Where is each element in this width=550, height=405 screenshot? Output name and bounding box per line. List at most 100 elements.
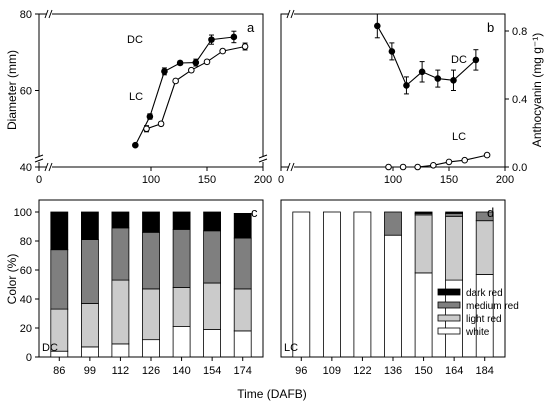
y-axis-break-mark xyxy=(258,158,268,163)
y-tick-label: 0 xyxy=(26,352,32,364)
bar-segment-medium-red xyxy=(475,211,494,222)
bar-segment-light-red xyxy=(172,286,191,327)
data-point-lc xyxy=(430,162,437,169)
data-point-dc xyxy=(176,59,184,67)
data-point-lc xyxy=(483,151,491,159)
y-axis-break-mark xyxy=(34,158,44,163)
x-tick-label: 112 xyxy=(112,365,130,377)
x-tick-label: 109 xyxy=(323,365,341,377)
top-axis-break-mark xyxy=(290,9,295,19)
data-point-lc xyxy=(241,43,249,50)
data-point-lc xyxy=(414,163,421,171)
data-point-lc xyxy=(172,77,179,85)
y-tick-label: 0.8 xyxy=(512,26,527,38)
data-point-lc xyxy=(143,125,150,133)
x-tick-label: 174 xyxy=(234,365,252,377)
x-axis-break-mark xyxy=(48,162,53,172)
data-point-dc xyxy=(230,33,238,41)
panel-c-group-label: DC xyxy=(42,342,58,354)
bar-segment-white xyxy=(142,339,160,358)
data-point-lc xyxy=(399,163,407,171)
bar-segment-medium-red xyxy=(445,212,464,217)
y-axis-break-mark xyxy=(34,154,44,159)
panel-a-plot: 0 100 150 200 40 60 80 DC LC xyxy=(20,9,272,186)
data-point-dc xyxy=(374,22,381,30)
panel-c-letter: c xyxy=(251,205,258,220)
x-axis-break-mark xyxy=(290,162,295,172)
y-axis-break-mark xyxy=(258,154,268,159)
data-point-lc xyxy=(157,120,165,128)
panel-b-y-axis-label: Anthocyanin (mg g⁻¹) xyxy=(530,33,544,147)
x-axis-label: Time (DAFB) xyxy=(237,387,307,401)
y-tick-label: 40 xyxy=(20,294,32,306)
bar-segment-white xyxy=(414,272,433,358)
y-axis-break-gap xyxy=(37,157,41,162)
y-tick-label: 80 xyxy=(20,236,32,248)
panel-c: 0 20 40 60 80 100 86 99 112 126 140 154 174 c DC Col… xyxy=(5,199,264,377)
data-point-dc xyxy=(403,82,410,89)
data-point-dc xyxy=(388,48,396,55)
data-point-dc xyxy=(434,75,442,82)
bar-segment-dark-red xyxy=(142,211,160,233)
x-tick-label: 100 xyxy=(142,174,160,186)
x-axis-break-gap xyxy=(289,165,294,169)
bar-segment-dark-red xyxy=(111,211,130,229)
legend-swatch-white xyxy=(437,327,461,335)
panel-b-letter: b xyxy=(487,20,494,35)
x-axis-break-gap xyxy=(47,165,52,169)
x-axis-break-mark xyxy=(44,162,49,172)
bar-segment-white xyxy=(292,211,311,358)
series-label-lc: LC xyxy=(452,131,466,143)
legend-swatch-light-red xyxy=(437,314,461,322)
bar-segment-dark-red xyxy=(414,211,433,214)
series-label-lc: LC xyxy=(129,91,143,103)
data-point-dc xyxy=(132,141,139,149)
x-tick-label: 150 xyxy=(440,174,458,186)
x-tick-label: 200 xyxy=(254,174,272,186)
panel-c-y-axis-label: Color (%) xyxy=(5,254,19,305)
y-tick-label: 20 xyxy=(20,323,32,335)
legend-label-medium-red: medium red xyxy=(466,301,519,312)
bar-segment-medium-red xyxy=(233,237,252,290)
panel-d-plot: 96 109 122 136 150 164 184 xyxy=(292,211,494,377)
bar-segment-medium-red xyxy=(81,239,99,304)
x-tick-label: 136 xyxy=(384,365,402,377)
series-label-dc: DC xyxy=(451,54,467,66)
legend-swatch-dark-red xyxy=(437,288,461,296)
legend-label-light-red: light red xyxy=(466,314,502,325)
bar-segment-medium-red xyxy=(50,249,69,310)
bar-segment-white xyxy=(384,234,402,358)
y-tick-label: 40 xyxy=(20,162,32,174)
data-point-dc xyxy=(146,113,154,120)
bar-segment-light-red xyxy=(142,288,160,341)
panel-a-letter: a xyxy=(247,20,255,35)
x-tick-label: 140 xyxy=(172,365,190,377)
bar-segment-dark-red xyxy=(203,211,222,232)
bar-segment-white xyxy=(111,343,130,358)
legend: dark red medium red light red white xyxy=(437,288,519,338)
data-point-lc xyxy=(461,156,468,164)
y-tick-label: 60 xyxy=(20,86,32,98)
x-axis-break-mark xyxy=(286,162,291,172)
x-tick-label: 154 xyxy=(203,365,221,377)
bar-segment-dark-red xyxy=(50,211,69,251)
panel-a-frame xyxy=(38,13,264,168)
bar-segment-light-red xyxy=(81,302,99,348)
bar-segment-light-red xyxy=(414,214,433,274)
bar-segment-dark-red xyxy=(445,211,464,214)
y-tick-label: 80 xyxy=(20,9,32,21)
x-tick-label: 150 xyxy=(198,174,216,186)
bar-segment-medium-red xyxy=(142,231,160,290)
data-point-dc xyxy=(450,77,457,84)
x-tick-label: 99 xyxy=(84,365,96,377)
x-tick-label: 126 xyxy=(142,365,160,377)
data-point-dc xyxy=(161,68,168,75)
panel-a-y-axis-label: Diameter (mm) xyxy=(5,50,19,130)
data-point-dc xyxy=(418,68,426,76)
x-tick-label: 0 xyxy=(278,174,284,186)
legend-label-white: white xyxy=(465,327,490,338)
bar-segment-white xyxy=(172,326,191,358)
data-point-lc xyxy=(219,47,226,55)
